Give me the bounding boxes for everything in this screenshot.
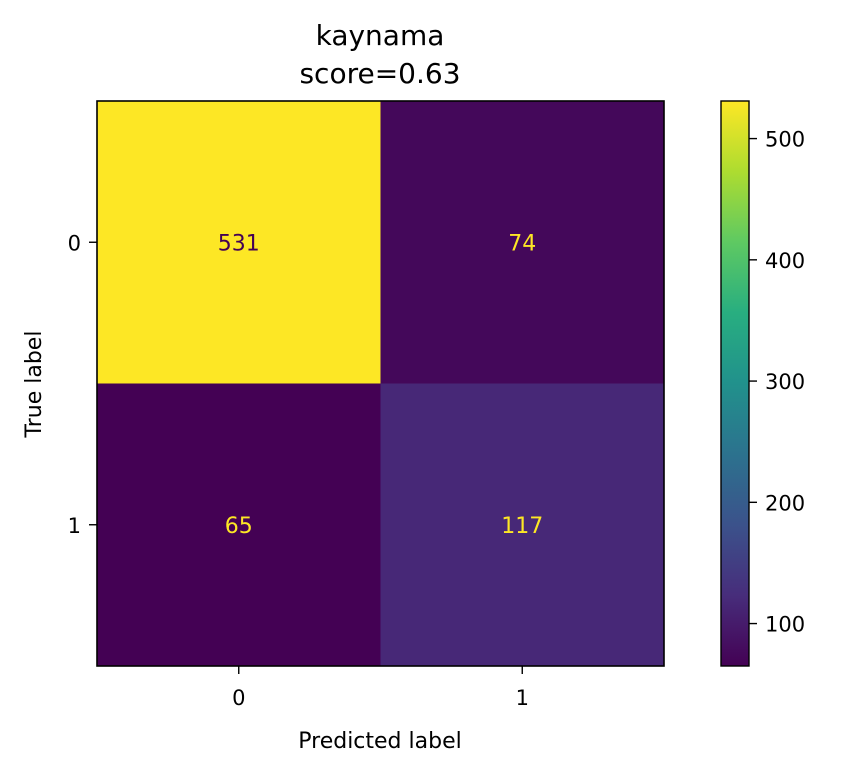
x-tick-label: 0: [232, 686, 245, 710]
y-tick-label: 0: [68, 231, 81, 255]
chart-title-line2: score=0.63: [299, 57, 460, 90]
matrix-cell: [97, 383, 381, 666]
colorbar-tick-label: 100: [765, 613, 805, 637]
colorbar-tick-label: 500: [765, 128, 805, 152]
y-tick-label: 1: [68, 514, 81, 538]
cell-value-label: 65: [225, 514, 253, 539]
cell-value-label: 74: [508, 231, 536, 256]
colorbar-tick-label: 300: [765, 370, 805, 394]
y-axis-label: True label: [22, 331, 47, 439]
x-tick-label: 1: [516, 686, 529, 710]
matrix-cell: [380, 383, 664, 666]
matrix-frame: [96, 100, 665, 667]
cell-value-label: 117: [501, 514, 543, 539]
cell-value-label: 531: [218, 231, 260, 256]
y-ticks: 01: [68, 231, 97, 538]
colorbar-tick-label: 400: [765, 249, 805, 273]
colorbar: [720, 100, 750, 667]
chart-title-line1: kaynama: [316, 19, 445, 52]
matrix-cells: 531 74 65 117: [97, 101, 664, 666]
x-axis-label: Predicted label: [298, 729, 461, 754]
colorbar-tick-label: 200: [765, 491, 805, 515]
matrix-cell: [380, 101, 664, 384]
matrix-cell: [97, 101, 381, 384]
colorbar-ticks: 100 200 300 400 500: [749, 128, 805, 637]
